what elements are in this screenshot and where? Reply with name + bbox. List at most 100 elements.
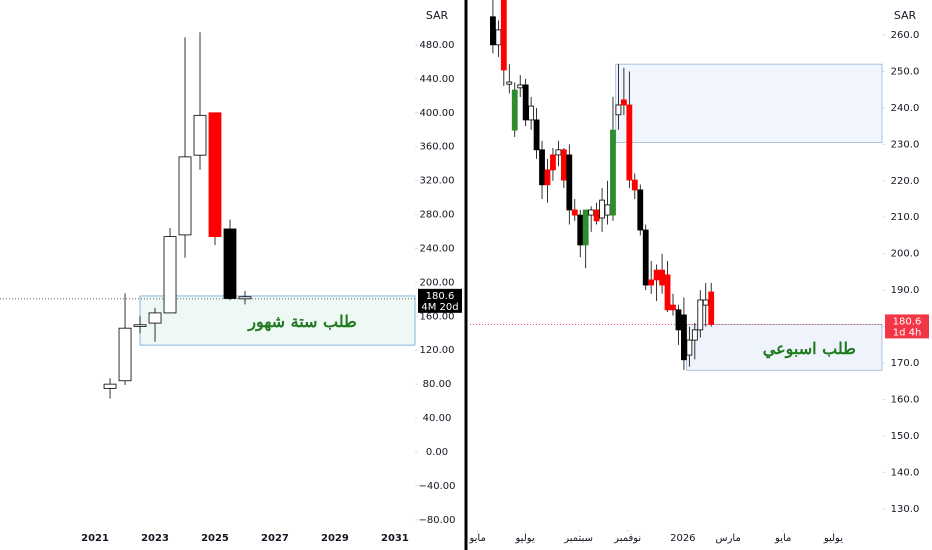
candle-body — [506, 81, 513, 85]
candle-body — [193, 114, 207, 156]
candle-body — [522, 84, 529, 121]
candle-body — [659, 269, 665, 286]
zone — [686, 324, 883, 371]
candle-body — [648, 279, 655, 286]
y-tick-label: 190.0 — [891, 285, 920, 296]
y-tick-label: 480.00 — [420, 40, 455, 51]
candle-body — [511, 89, 518, 131]
price-label: 180.6 — [426, 291, 455, 302]
y-tick-label: 170.0 — [891, 358, 920, 369]
y-tick-label: 150.0 — [891, 431, 920, 442]
unit-label: SAR — [894, 9, 917, 22]
price-box — [418, 288, 462, 313]
zone — [139, 295, 416, 346]
candle-body — [495, 29, 502, 46]
x-tick-label: 2023 — [141, 533, 169, 544]
candle-body — [500, 0, 507, 71]
x-tick-label: 2027 — [261, 533, 289, 544]
x-tick-label: سبتمبر — [563, 533, 593, 544]
y-tick-label: 320.00 — [420, 176, 455, 187]
candle-body — [528, 105, 535, 121]
candle-body — [118, 327, 132, 382]
y-tick-label: 250.0 — [891, 66, 920, 77]
candle-body — [642, 229, 649, 286]
candle-body — [571, 209, 578, 216]
candle-body — [517, 84, 524, 89]
x-tick-label: مارس — [715, 533, 740, 544]
x-tick-label: 2031 — [381, 533, 409, 544]
candle-body — [686, 339, 693, 356]
candle-body — [593, 209, 600, 222]
candle-body — [697, 299, 704, 331]
candle-body — [178, 156, 192, 236]
candle-body — [533, 119, 540, 151]
candle-body — [620, 99, 627, 106]
x-tick-label: 2029 — [321, 533, 349, 544]
candle-body — [539, 149, 545, 186]
candle-body — [133, 324, 147, 327]
y-tick-label: 440.00 — [420, 74, 455, 85]
y-tick-label: 400.00 — [420, 108, 455, 119]
candle-body — [582, 209, 589, 246]
y-tick-label: 80.00 — [423, 379, 452, 390]
candle-body — [544, 169, 551, 186]
x-tick-label: يوليو — [515, 533, 535, 544]
candle-body — [599, 199, 605, 219]
y-tick-label: 260.0 — [891, 30, 920, 41]
zone — [615, 63, 883, 143]
price-box — [885, 314, 929, 339]
candle-body — [560, 149, 567, 181]
candle-body — [555, 149, 562, 156]
y-tick-label: 160.00 — [420, 311, 455, 322]
x-tick-label: 2026 — [670, 533, 695, 544]
candle-body — [238, 296, 252, 300]
y-tick-label: 360.00 — [420, 142, 455, 153]
candle-body — [223, 228, 237, 299]
y-tick-label: −40.00 — [418, 481, 455, 492]
y-tick-label: 0.00 — [426, 447, 448, 458]
y-tick-label: 240.00 — [420, 243, 455, 254]
y-tick-label: 160.0 — [891, 395, 920, 406]
x-tick-label: 2021 — [81, 533, 109, 544]
y-tick-label: 120.00 — [420, 345, 455, 356]
countdown-label: 4M 20d — [421, 302, 458, 313]
y-tick-label: 280.00 — [420, 210, 455, 221]
candle-body — [670, 304, 676, 311]
candle-body — [653, 269, 660, 281]
zone-label: طلب اسبوعي — [763, 339, 856, 359]
y-tick-label: 220.0 — [891, 176, 920, 187]
candle-body — [550, 154, 556, 171]
candle-body — [610, 129, 616, 216]
y-tick-label: 200.0 — [891, 249, 920, 260]
candle-body — [631, 179, 638, 191]
candle-body — [604, 204, 611, 216]
y-tick-label: 240.0 — [891, 103, 920, 114]
candle-body — [163, 236, 177, 314]
candle-body — [708, 291, 715, 325]
countdown-label: 1d 4h — [893, 327, 922, 338]
y-tick-label: 200.00 — [420, 277, 455, 288]
candle-body — [148, 312, 162, 324]
candle-body — [208, 112, 222, 237]
y-tick-label: −80.00 — [418, 515, 455, 526]
candle-body — [664, 274, 671, 311]
price-label: 180.6 — [893, 316, 922, 327]
candle-body — [702, 299, 709, 306]
candle-body — [566, 154, 573, 211]
y-tick-label: 130.0 — [891, 504, 920, 515]
candle-body — [691, 329, 698, 341]
candle-body — [490, 16, 496, 46]
candle-body — [103, 383, 117, 389]
y-tick-label: 230.0 — [891, 139, 920, 150]
candle-body — [626, 104, 633, 181]
y-tick-label: 140.0 — [891, 467, 920, 478]
x-tick-label: يوليو — [823, 533, 843, 544]
candle-body — [577, 214, 584, 246]
candle-body — [615, 104, 622, 116]
zone-label: طلب ستة شهور — [247, 312, 356, 332]
candle-body — [637, 189, 644, 231]
unit-label: SAR — [426, 9, 449, 22]
x-tick-label: 2025 — [201, 533, 229, 544]
candle-body — [681, 314, 687, 361]
